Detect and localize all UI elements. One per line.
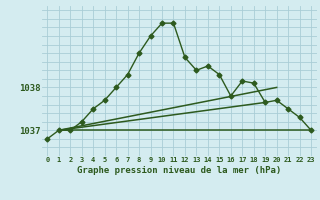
X-axis label: Graphe pression niveau de la mer (hPa): Graphe pression niveau de la mer (hPa) — [77, 166, 281, 175]
